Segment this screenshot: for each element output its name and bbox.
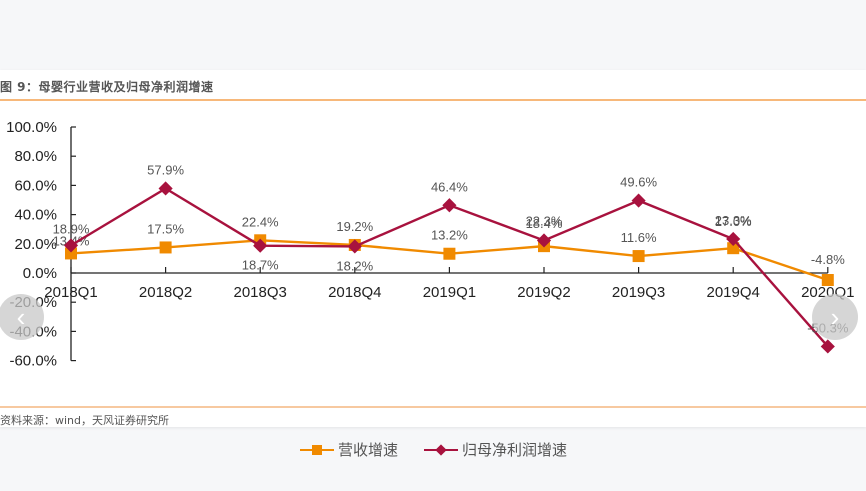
line-chart: 100.0%80.0%60.0%40.0%20.0%0.0%-20.0%-40.… xyxy=(6,119,854,370)
diamond-marker-icon xyxy=(253,238,268,253)
chart-card: 图 9：母婴行业营收及归母净利润增速 100.0% 80.0% 60.0% 40.0%… xyxy=(0,70,866,459)
legend-label-profit: 归母净利润增速 xyxy=(462,441,568,459)
data-label: 17.5% xyxy=(147,221,184,236)
diamond-marker-icon xyxy=(158,181,173,196)
data-label: 18.4% xyxy=(526,216,563,231)
legend-label-revenue: 营收增速 xyxy=(338,441,399,459)
square-marker-icon xyxy=(159,241,172,254)
source-note: 资料来源：wind，天风证券研究所 xyxy=(0,414,170,427)
diamond-marker-icon xyxy=(442,198,457,213)
square-marker-icon xyxy=(727,242,740,255)
chevron-left-icon: ‹ xyxy=(16,301,26,332)
data-label: 57.9% xyxy=(147,162,184,177)
data-label: 18.9% xyxy=(53,221,90,236)
data-label: 18.7% xyxy=(242,258,279,273)
data-label: 49.6% xyxy=(620,175,657,190)
x-tick-label: 2019Q2 xyxy=(517,284,570,301)
diamond-marker-icon xyxy=(424,443,459,456)
chevron-right-icon: › xyxy=(830,301,840,332)
data-label: 23.3% xyxy=(715,213,752,228)
y-tick-label: 100.0% xyxy=(6,119,57,136)
data-label: 22.4% xyxy=(242,214,279,229)
title-divider xyxy=(0,99,866,101)
data-label: 22.3% xyxy=(526,213,563,228)
source-divider xyxy=(0,406,866,408)
square-marker-icon xyxy=(632,250,645,263)
x-tick-label: 2019Q4 xyxy=(707,284,760,301)
data-label: 19.2% xyxy=(336,219,373,234)
data-label: 46.4% xyxy=(431,179,468,194)
revenue-growth-line xyxy=(70,239,829,282)
x-tick-label: 2018Q4 xyxy=(328,284,381,301)
x-tick-label: 2019Q1 xyxy=(423,284,476,301)
legend-item-revenue: 营收增速 xyxy=(300,439,398,460)
y-tick-label: 20.0% xyxy=(14,236,57,253)
x-tick-label: 2018Q1 xyxy=(44,284,97,301)
prev-button[interactable]: ‹ xyxy=(0,294,44,340)
data-label: 18.2% xyxy=(336,258,373,273)
x-tick-label: 2018Q3 xyxy=(234,284,287,301)
data-label: 17.0% xyxy=(715,214,752,229)
data-label: 11.6% xyxy=(621,230,657,245)
square-marker-icon xyxy=(300,444,334,456)
diamond-marker-icon xyxy=(726,231,741,247)
square-marker-icon xyxy=(65,247,77,260)
next-button[interactable]: › xyxy=(812,294,858,340)
diamond-marker-icon xyxy=(631,193,646,208)
data-label: -4.8% xyxy=(811,252,845,267)
y-tick-label: 60.0% xyxy=(14,177,57,194)
figure-title: 图 9：母婴行业营收及归母净利润增速 xyxy=(0,80,214,94)
square-marker-icon xyxy=(821,274,834,287)
chart-legend: 营收增速 归母净利润增速 xyxy=(300,439,593,460)
x-tick-label: 2019Q3 xyxy=(612,284,665,301)
diamond-marker-icon xyxy=(536,233,552,248)
y-tick-label: -60.0% xyxy=(9,353,57,370)
y-tick-label: 40.0% xyxy=(14,207,57,224)
data-label: 13.2% xyxy=(431,228,468,243)
diamond-marker-icon xyxy=(820,339,835,354)
diamond-marker-icon xyxy=(347,239,362,254)
legend-item-profit: 归母净利润增速 xyxy=(424,439,567,460)
square-marker-icon xyxy=(443,247,456,260)
x-tick-label: 2018Q2 xyxy=(139,284,192,301)
y-tick-label: 0.0% xyxy=(23,265,57,282)
y-tick-label: 80.0% xyxy=(14,148,57,165)
